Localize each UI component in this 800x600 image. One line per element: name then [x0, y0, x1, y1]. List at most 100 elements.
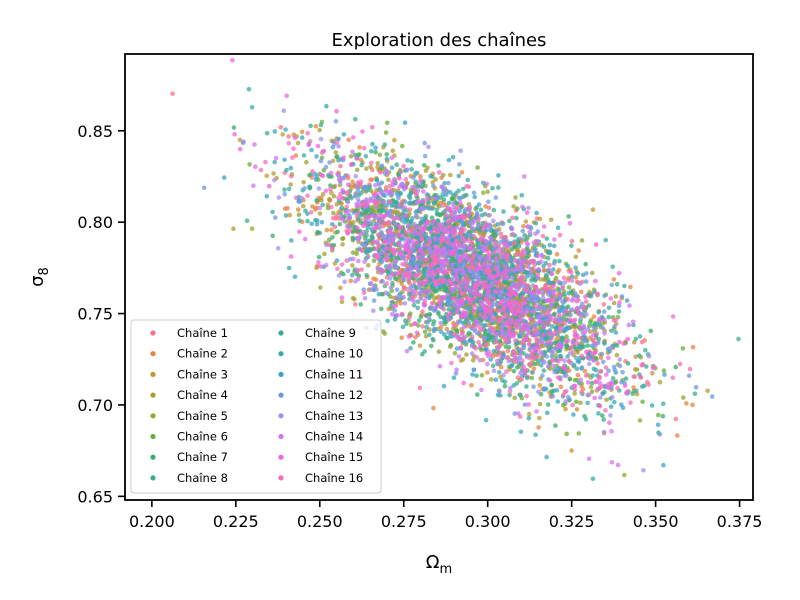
data-point	[617, 357, 623, 362]
data-point	[380, 203, 386, 209]
data-point	[434, 207, 440, 213]
data-point	[536, 267, 541, 272]
data-point	[553, 275, 559, 281]
data-point	[315, 218, 320, 223]
data-point	[445, 292, 450, 298]
data-point	[600, 391, 606, 396]
data-point	[315, 143, 321, 149]
data-point	[384, 120, 390, 126]
data-point	[413, 209, 419, 215]
data-point	[459, 267, 464, 272]
data-point	[564, 389, 569, 394]
data-point	[574, 293, 580, 299]
data-point	[340, 236, 345, 242]
data-point	[489, 377, 494, 382]
data-point	[531, 366, 537, 372]
data-point	[686, 373, 692, 379]
data-point	[379, 259, 385, 265]
data-point	[425, 165, 430, 171]
data-point	[388, 241, 394, 247]
data-point	[526, 416, 532, 421]
data-point	[515, 325, 520, 331]
data-point	[427, 312, 433, 317]
data-point	[484, 181, 490, 187]
data-point	[319, 219, 325, 225]
data-point	[170, 91, 175, 96]
data-point	[412, 321, 418, 326]
data-point	[399, 230, 405, 235]
data-point	[371, 218, 377, 224]
data-point	[388, 285, 394, 290]
data-point	[477, 324, 482, 330]
data-point	[609, 460, 615, 465]
data-point	[710, 394, 715, 399]
data-point	[616, 309, 622, 314]
data-point	[576, 248, 581, 253]
data-point	[414, 213, 419, 219]
data-point	[317, 230, 323, 236]
data-point	[470, 358, 476, 363]
data-point	[425, 320, 430, 325]
data-point	[443, 192, 449, 197]
data-point	[453, 283, 459, 289]
data-point	[514, 215, 519, 221]
data-point	[556, 305, 561, 311]
data-point	[612, 324, 617, 330]
data-point	[351, 256, 356, 262]
data-point	[293, 195, 299, 201]
data-point	[606, 305, 612, 311]
data-point	[522, 402, 528, 408]
data-point	[249, 226, 255, 231]
data-point	[495, 358, 500, 364]
data-point	[578, 281, 583, 287]
data-point	[493, 335, 499, 341]
data-point	[288, 165, 294, 171]
data-point	[415, 299, 421, 305]
data-point	[330, 235, 335, 240]
data-point	[338, 211, 344, 217]
data-point	[604, 397, 609, 403]
data-point	[593, 242, 599, 247]
data-point	[313, 205, 319, 211]
data-point	[422, 349, 427, 354]
data-point	[370, 213, 375, 219]
data-point	[565, 354, 570, 359]
data-point	[441, 294, 447, 300]
data-point	[564, 431, 569, 437]
data-point	[548, 280, 553, 286]
data-point	[314, 265, 319, 271]
data-point	[601, 417, 606, 422]
data-point	[418, 220, 423, 226]
data-point	[337, 176, 342, 182]
data-point	[612, 399, 617, 405]
data-point	[339, 295, 345, 300]
data-point	[673, 364, 678, 370]
data-point	[522, 310, 528, 316]
data-point	[690, 344, 696, 350]
data-point	[465, 305, 471, 311]
data-point	[491, 315, 497, 321]
data-point	[456, 304, 461, 310]
data-point	[429, 215, 435, 220]
data-point	[373, 145, 378, 151]
data-point	[539, 329, 545, 335]
data-point	[395, 193, 401, 198]
data-point	[331, 193, 337, 199]
data-point	[419, 184, 425, 190]
data-point	[430, 180, 436, 185]
data-point	[323, 262, 329, 268]
data-point	[736, 336, 741, 342]
data-point	[426, 144, 431, 150]
data-point	[362, 295, 368, 301]
data-point	[374, 191, 379, 197]
data-point	[497, 338, 503, 344]
data-point	[610, 376, 616, 381]
data-point	[519, 193, 525, 198]
data-point	[308, 123, 313, 129]
data-point	[455, 320, 461, 325]
data-point	[348, 154, 354, 159]
data-point	[424, 221, 429, 227]
data-point	[598, 395, 603, 400]
data-point	[555, 270, 560, 275]
